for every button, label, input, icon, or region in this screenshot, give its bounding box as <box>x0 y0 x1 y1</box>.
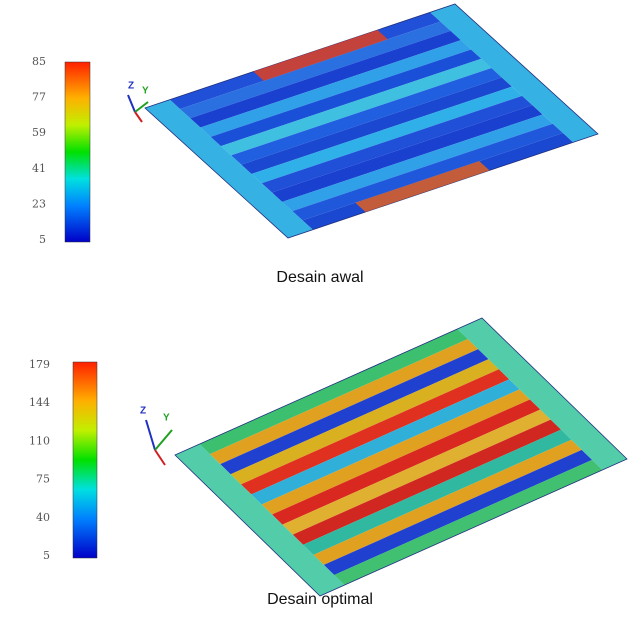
plate-stripe <box>180 21 451 119</box>
plate-stripe <box>282 114 553 212</box>
axis-label: Z <box>140 406 146 417</box>
axis-label: Y <box>163 413 170 424</box>
axis-label: Z <box>128 81 134 92</box>
caption: Desain optimal <box>267 591 373 608</box>
plate-stripe <box>303 429 572 555</box>
axis-label: Y <box>142 86 149 97</box>
plate-stripe <box>190 30 461 128</box>
plate-stripe <box>313 439 582 565</box>
plate-stripe <box>323 449 593 575</box>
plate-stripe <box>230 359 499 485</box>
plate-stripe <box>261 389 530 515</box>
plate-stripe <box>231 68 502 165</box>
colorbar-tick-label: 85 <box>32 55 46 68</box>
plate-end <box>457 318 627 470</box>
plate-outline <box>144 3 599 239</box>
colorbar-tick-label: 110 <box>29 434 50 447</box>
plate-stripe <box>241 77 512 174</box>
colorbar-tick-label: 5 <box>39 233 46 246</box>
plate-stripe <box>251 86 523 184</box>
plate-end <box>145 99 313 239</box>
plate-stripe <box>272 399 541 525</box>
plate-stripe <box>292 123 563 221</box>
colorbar-tick-label: 23 <box>32 197 46 210</box>
plate-stripe <box>210 49 482 147</box>
colorbar <box>64 61 91 243</box>
plate-end <box>430 4 598 143</box>
plate-stripe <box>200 40 472 137</box>
colorbar-tick-label: 59 <box>32 126 46 139</box>
colorbar-tick-label: 144 <box>29 396 50 409</box>
plate-stripe <box>220 58 492 156</box>
colorbar-tick-label: 75 <box>36 473 50 486</box>
hot-spot <box>253 30 388 81</box>
plate-stripe <box>292 419 562 545</box>
plate-stripe <box>334 459 603 586</box>
colorbar-tick-label: 5 <box>43 549 50 562</box>
plate-stripe <box>209 339 479 465</box>
colorbar-tick-label: 40 <box>36 511 50 524</box>
colorbar-tick-label: 179 <box>29 358 50 371</box>
colorbar-tick-label: 41 <box>32 162 46 175</box>
hot-spot <box>355 161 490 212</box>
plate-stripe <box>240 369 510 495</box>
colorbar-tick-label: 77 <box>32 91 46 104</box>
plate-stripe <box>251 379 520 505</box>
plate-stripe <box>199 328 468 455</box>
plate-outline <box>174 317 628 597</box>
plate-stripe <box>261 95 533 193</box>
colorbar <box>72 361 98 559</box>
plate-stripe <box>271 105 543 202</box>
axis-triad <box>127 94 173 466</box>
plate-end <box>175 444 345 596</box>
caption: Desain awal <box>276 269 363 286</box>
plate-stripe <box>282 409 551 535</box>
plate-stripe <box>220 349 489 475</box>
